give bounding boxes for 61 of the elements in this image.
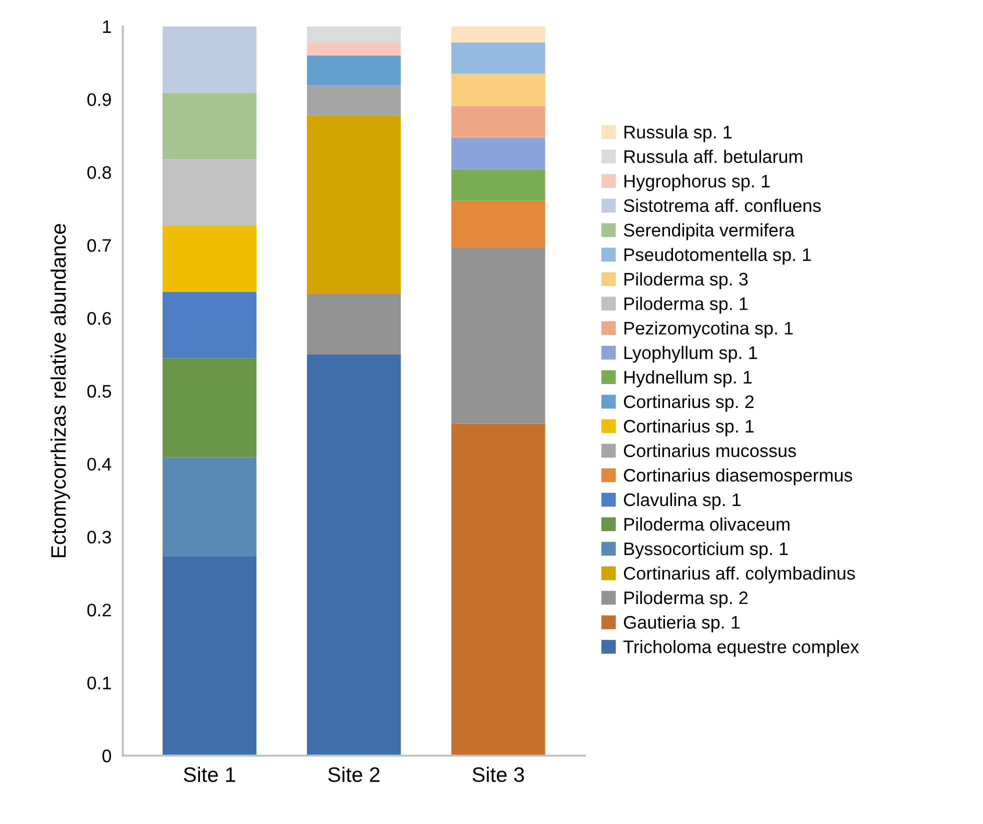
legend-label: Piloderma sp. 3 xyxy=(624,272,748,290)
bar xyxy=(162,159,256,226)
legend-label: Hydnellum sp. 1 xyxy=(624,370,752,388)
bar xyxy=(451,169,546,201)
bar xyxy=(451,200,546,248)
bar xyxy=(451,138,546,170)
legend-label: Gautieria sp. 1 xyxy=(624,615,740,632)
legend-label: Russula aff. betularum xyxy=(624,150,802,164)
legend-label: Byssocorticium sp. 1 xyxy=(624,542,788,559)
bar xyxy=(162,457,256,557)
y-tick-label: 0.7 xyxy=(87,239,111,252)
bar xyxy=(162,292,256,358)
legend-label: Piloderma olivaceum xyxy=(624,517,790,531)
y-tick-label: 0.5 xyxy=(87,384,112,398)
bar xyxy=(162,556,256,756)
x-tick-label: Site 1 xyxy=(184,766,236,782)
bar xyxy=(306,42,401,56)
legend-label: Tricholoma equestre complex xyxy=(623,640,859,657)
y-tick-label: 0.4 xyxy=(87,458,112,471)
y-tick-label: 0.3 xyxy=(87,530,111,544)
legend-label: Serendipita vermifera xyxy=(624,223,795,240)
x-tick-label: Site 3 xyxy=(472,766,524,782)
y-tick-label: 0.8 xyxy=(87,166,111,179)
legend-label: Cortinarius diasemospermus xyxy=(624,468,852,486)
legend-label: Lyophyllum sp. 1 xyxy=(624,346,757,363)
bar xyxy=(451,42,546,74)
bar xyxy=(306,85,401,116)
bar xyxy=(451,106,546,138)
legend-label: Cortinarius aff. colymbadinus xyxy=(624,566,855,584)
legend-label: Pseudotomentella sp. 1 xyxy=(624,248,811,265)
bar xyxy=(162,92,256,160)
bar xyxy=(306,354,401,756)
bar xyxy=(306,26,401,42)
legend-label: Russula sp. 1 xyxy=(624,125,732,142)
bar xyxy=(162,26,256,93)
bar xyxy=(306,115,401,294)
bar xyxy=(162,225,256,292)
y-tick-label: 0.6 xyxy=(87,312,111,325)
y-axis-title: Ectomycorrhizas relative abundance xyxy=(50,224,70,558)
y-tick-label: 0.2 xyxy=(87,604,111,616)
legend-label: Cortinarius sp. 1 xyxy=(624,419,754,436)
bar xyxy=(306,294,401,355)
legend-label: Cortinarius sp. 2 xyxy=(624,394,754,412)
legend-label: Sistotrema aff. confluens xyxy=(624,198,821,212)
bar xyxy=(451,26,546,42)
x-tick-label: Site 2 xyxy=(328,766,380,782)
legend-label: Pezizomycotina sp. 1 xyxy=(624,321,793,338)
bar xyxy=(306,56,401,86)
bar xyxy=(451,248,546,424)
legend-label: Piloderma sp. 1 xyxy=(624,296,748,314)
legend-label: Piloderma sp. 2 xyxy=(624,590,748,608)
bar xyxy=(451,424,546,756)
y-tick-label: 0.9 xyxy=(87,93,111,106)
legend-label: Hygrophorus sp. 1 xyxy=(624,174,770,192)
y-tick-label: 1 xyxy=(103,20,111,33)
legend-label: Clavulina sp. 1 xyxy=(624,492,741,510)
legend-label: Cortinarius mucossus xyxy=(624,444,796,458)
bar xyxy=(162,358,256,458)
y-tick-label: 0 xyxy=(102,750,112,762)
bar xyxy=(451,74,546,106)
y-tick-label: 0.1 xyxy=(87,676,111,690)
